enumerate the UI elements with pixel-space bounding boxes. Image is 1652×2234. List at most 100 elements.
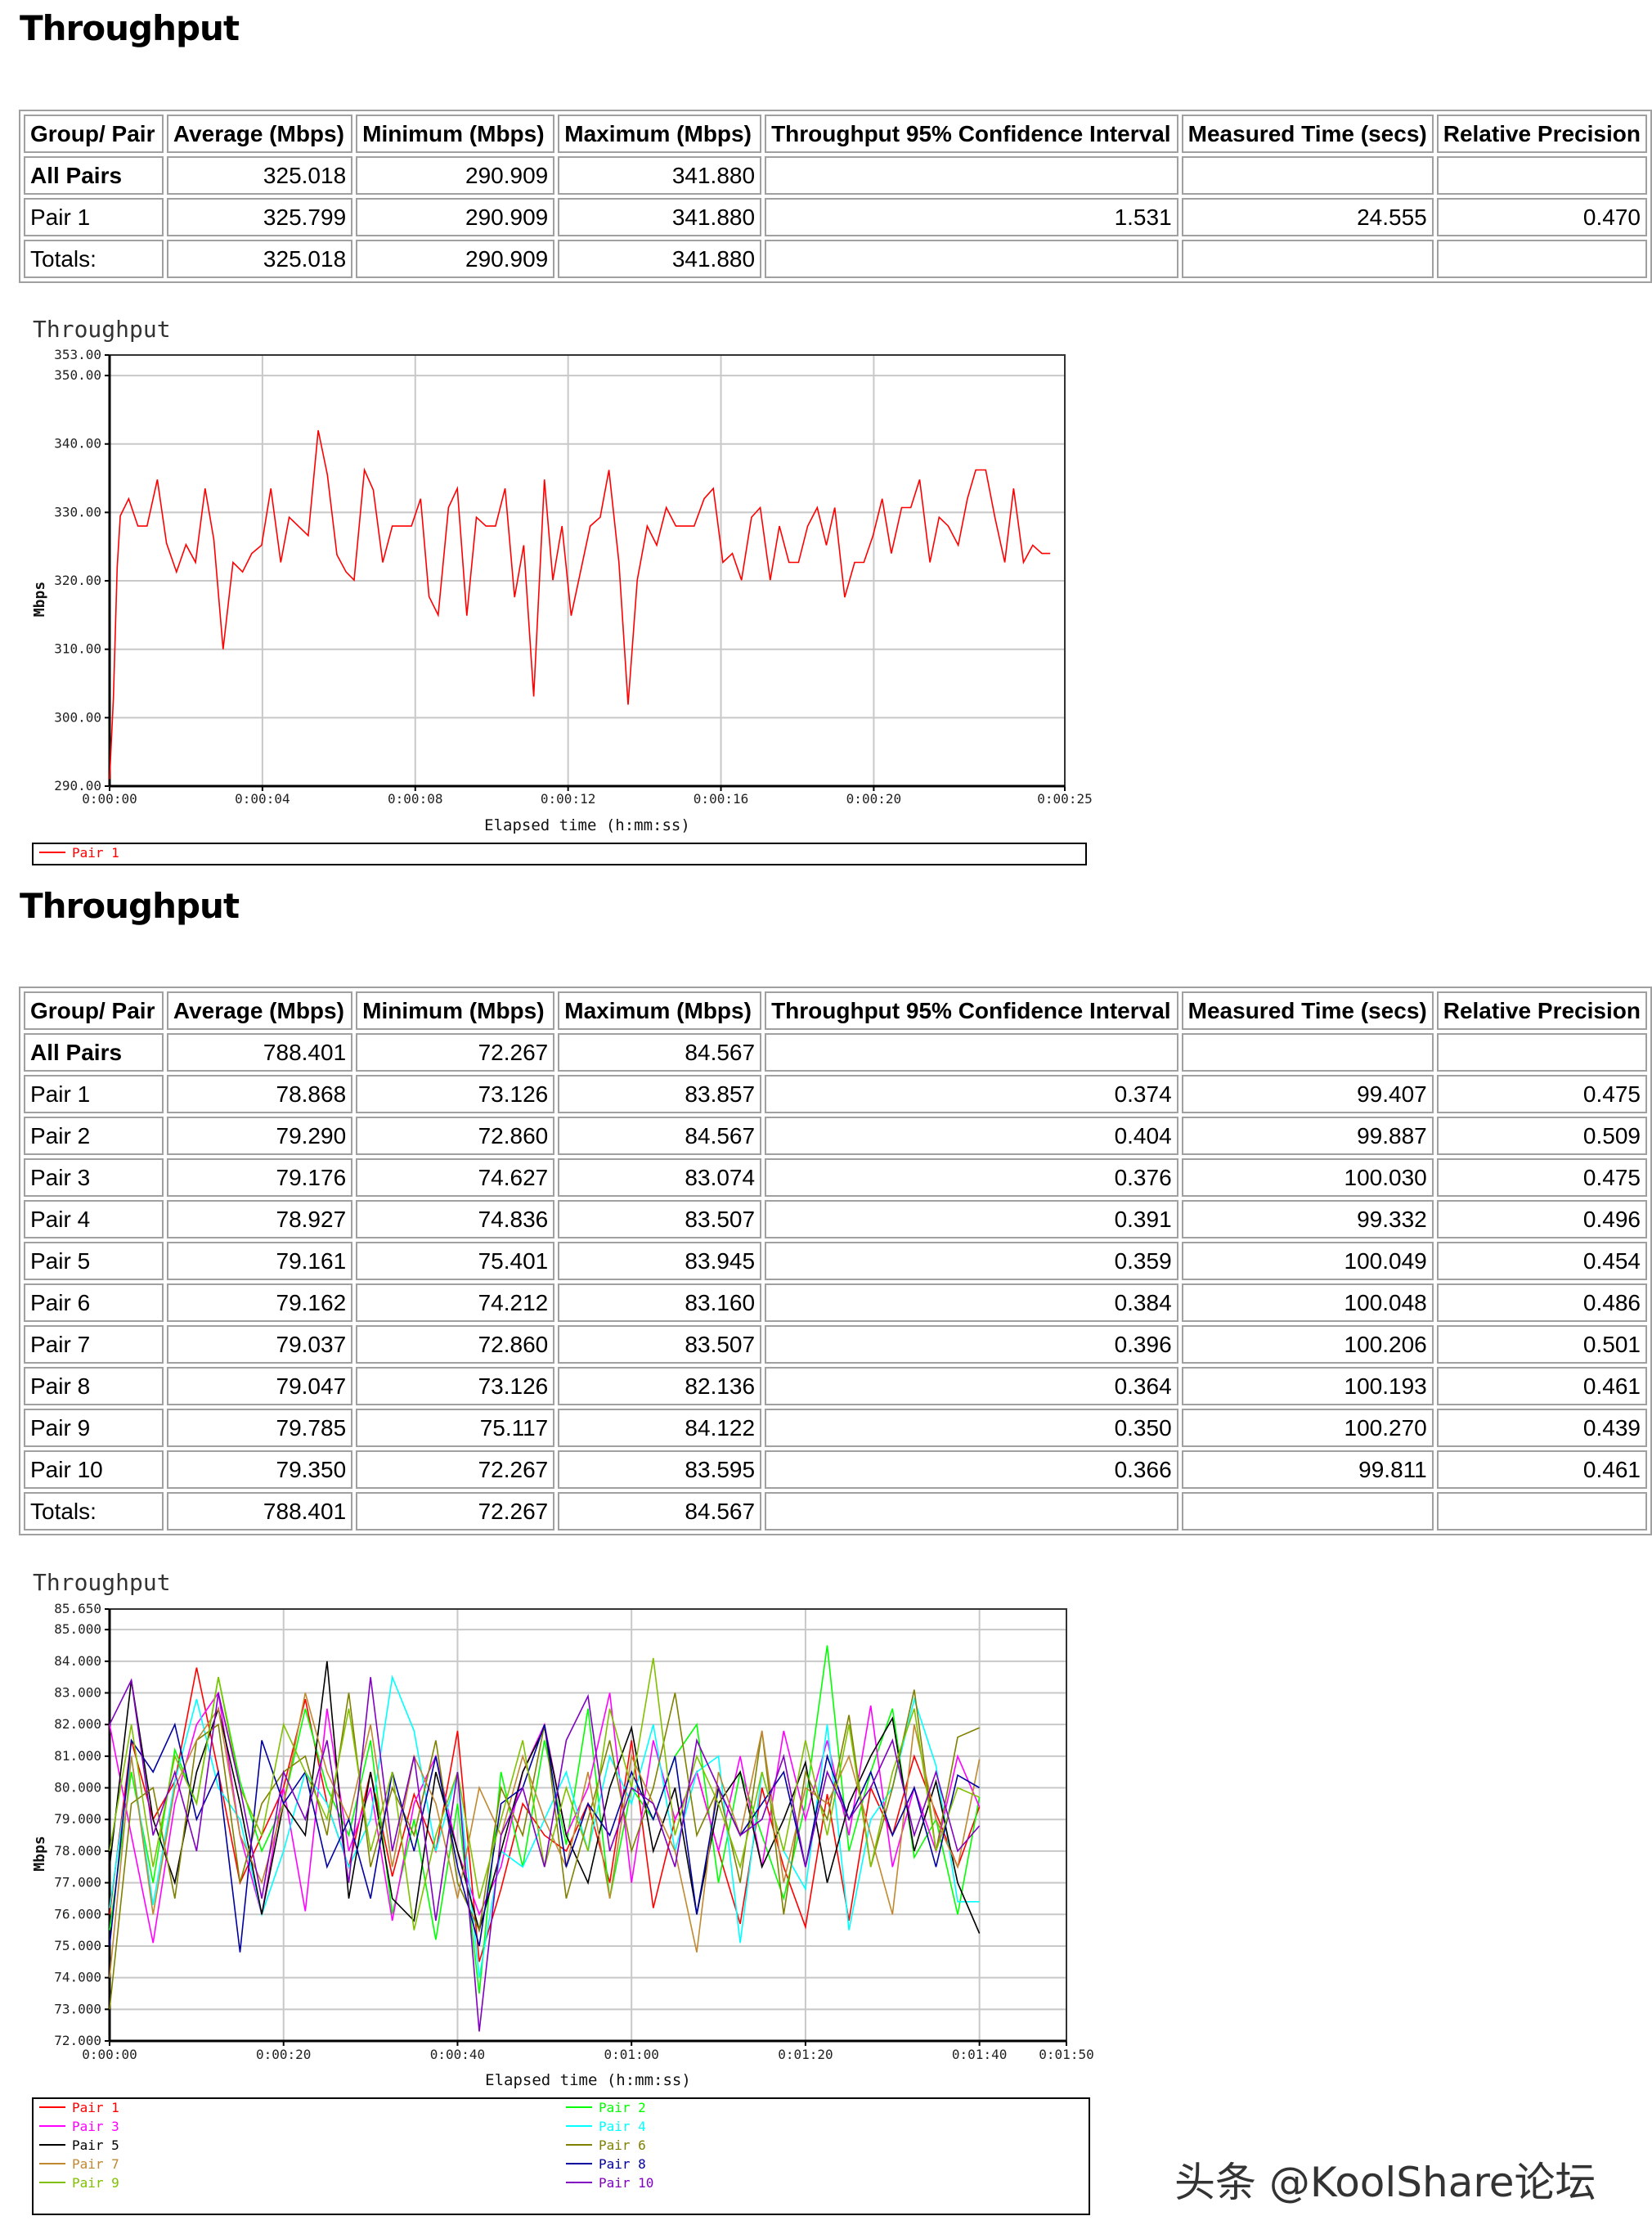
table-header-row: Group/ Pair Average (Mbps) Minimum (Mbps) M… (24, 115, 1647, 153)
cell-value (765, 240, 1178, 278)
column-header: Relative Precision (1436, 991, 1647, 1030)
cell-value: 99.887 (1181, 1117, 1434, 1155)
cell-value: 83.074 (558, 1158, 762, 1197)
cell-value: 78.927 (166, 1200, 353, 1238)
y-tick-label: 72.000 (54, 2033, 101, 2048)
cell-value: 0.461 (1436, 1367, 1647, 1405)
cell-value: 0.404 (765, 1117, 1178, 1155)
cell-value: 72.267 (356, 1033, 555, 1072)
y-tick-label: 84.000 (54, 1653, 101, 1669)
section-title: Throughput (20, 8, 240, 48)
cell-value: 83.160 (558, 1283, 762, 1322)
cell-value (1436, 156, 1647, 195)
table-header-row: Group/ Pair Average (Mbps) Minimum (Mbps) M… (24, 991, 1647, 1030)
column-header: Average (Mbps) (166, 115, 353, 153)
cell-value: 83.507 (558, 1325, 762, 1364)
cell-value (1181, 156, 1434, 195)
cell-value: 72.267 (356, 1450, 555, 1489)
table-row: Pair 3 79.176 74.627 83.074 0.376 100.030 0.47… (24, 1158, 1647, 1197)
row-label: Pair 9 (24, 1409, 164, 1447)
cell-value: 100.270 (1181, 1409, 1434, 1447)
y-tick-label: 74.000 (54, 1970, 101, 1985)
y-tick-label: 290.00 (54, 778, 101, 793)
series-line-pair-10 (109, 1677, 981, 2032)
column-header: Group/ Pair (24, 115, 164, 153)
cell-value: 0.396 (765, 1325, 1178, 1364)
cell-value: 24.555 (1181, 198, 1434, 236)
chart-title: Throughput (33, 316, 171, 343)
cell-value: 341.880 (558, 240, 762, 278)
series-line-pair-8 (109, 1722, 981, 1953)
cell-value: 79.350 (166, 1450, 353, 1489)
cell-value: 99.407 (1181, 1075, 1434, 1113)
x-axis-label: Elapsed time (h:mm:ss) (485, 2071, 691, 2089)
cell-value: 0.366 (765, 1450, 1178, 1489)
x-tick-label: 0:01:00 (604, 2047, 658, 2062)
cell-value: 788.401 (166, 1033, 353, 1072)
cell-value: 74.212 (356, 1283, 555, 1322)
x-tick-label: 0:00:12 (541, 791, 595, 807)
column-header: Measured Time (secs) (1181, 115, 1434, 153)
legend-entry: Pair 8 (599, 2156, 646, 2172)
cell-value: 0.391 (765, 1200, 1178, 1238)
cell-value: 290.909 (356, 156, 555, 195)
table-row: Totals: 788.401 72.267 84.567 (24, 1492, 1647, 1531)
column-header: Throughput 95% Confidence Interval (765, 115, 1178, 153)
watermark: 头条 @KoolShare论坛 (1174, 2159, 1596, 2206)
cell-value: 73.126 (356, 1367, 555, 1405)
section-title: Throughput (20, 886, 240, 926)
chart-title: Throughput (33, 1569, 171, 1596)
x-tick-label: 0:00:40 (430, 2047, 485, 2062)
cell-value: 1.531 (765, 198, 1178, 236)
row-label: Pair 6 (24, 1283, 164, 1322)
throughput-table-1: Group/ Pair Average (Mbps) Minimum (Mbps) M… (19, 110, 1652, 283)
legend-entry: Pair 7 (72, 2156, 119, 2172)
y-tick-label: 85.650 (54, 1601, 101, 1616)
cell-value: 100.206 (1181, 1325, 1434, 1364)
row-label: Totals: (24, 240, 164, 278)
x-tick-label: 0:01:20 (778, 2047, 833, 2062)
y-tick-label: 353.00 (54, 347, 101, 362)
x-tick-label: 0:00:00 (82, 2047, 137, 2062)
y-tick-label: 75.000 (54, 1938, 101, 1953)
cell-value: 75.117 (356, 1409, 555, 1447)
cell-value: 100.049 (1181, 1242, 1434, 1280)
table-row: Pair 4 78.927 74.836 83.507 0.391 99.332 0.496 (24, 1200, 1647, 1238)
y-tick-label: 80.000 (54, 1780, 101, 1796)
table-row: All Pairs 788.401 72.267 84.567 (24, 1033, 1647, 1072)
cell-value: 0.470 (1436, 198, 1647, 236)
cell-value (765, 1492, 1178, 1531)
x-tick-label: 0:00:08 (388, 791, 442, 807)
x-tick-label: 0:00:20 (846, 791, 901, 807)
y-tick-label: 85.000 (54, 1621, 101, 1637)
cell-value: 0.376 (765, 1158, 1178, 1197)
table-row: Pair 10 79.350 72.267 83.595 0.366 99.811 0.46… (24, 1450, 1647, 1489)
y-axis-label: Mbps (31, 1836, 48, 1871)
throughput-table-2: Group/ Pair Average (Mbps) Minimum (Mbps) M… (19, 987, 1652, 1535)
cell-value: 0.496 (1436, 1200, 1647, 1238)
table-row: All Pairs 325.018 290.909 341.880 (24, 156, 1647, 195)
x-tick-label: 0:00:16 (694, 791, 748, 807)
legend-entry: Pair 1 (72, 2100, 119, 2115)
cell-value: 79.161 (166, 1242, 353, 1280)
y-tick-label: 82.000 (54, 1716, 101, 1732)
cell-value (1436, 1492, 1647, 1531)
column-header: Measured Time (secs) (1181, 991, 1434, 1030)
cell-value: 79.290 (166, 1117, 353, 1155)
cell-value: 100.030 (1181, 1158, 1434, 1197)
x-axis-label: Elapsed time (h:mm:ss) (484, 816, 690, 834)
table-row: Pair 1 78.868 73.126 83.857 0.374 99.407 0.475 (24, 1075, 1647, 1113)
cell-value: 290.909 (356, 198, 555, 236)
cell-value: 83.595 (558, 1450, 762, 1489)
throughput-chart-2: Throughput 72.000 73.000 74.000 75.000 76.000… (31, 1569, 1094, 2215)
cell-value (765, 1033, 1178, 1072)
cell-value: 0.359 (765, 1242, 1178, 1280)
cell-value: 83.945 (558, 1242, 762, 1280)
cell-value (1181, 240, 1434, 278)
plot-area (110, 1609, 1066, 2041)
legend-entry: Pair 1 (72, 845, 119, 861)
y-tick-label: 77.000 (54, 1875, 101, 1890)
table-row: Pair 6 79.162 74.212 83.160 0.384 100.048 0.48… (24, 1283, 1647, 1322)
plot-area (110, 355, 1065, 786)
row-label: Pair 7 (24, 1325, 164, 1364)
